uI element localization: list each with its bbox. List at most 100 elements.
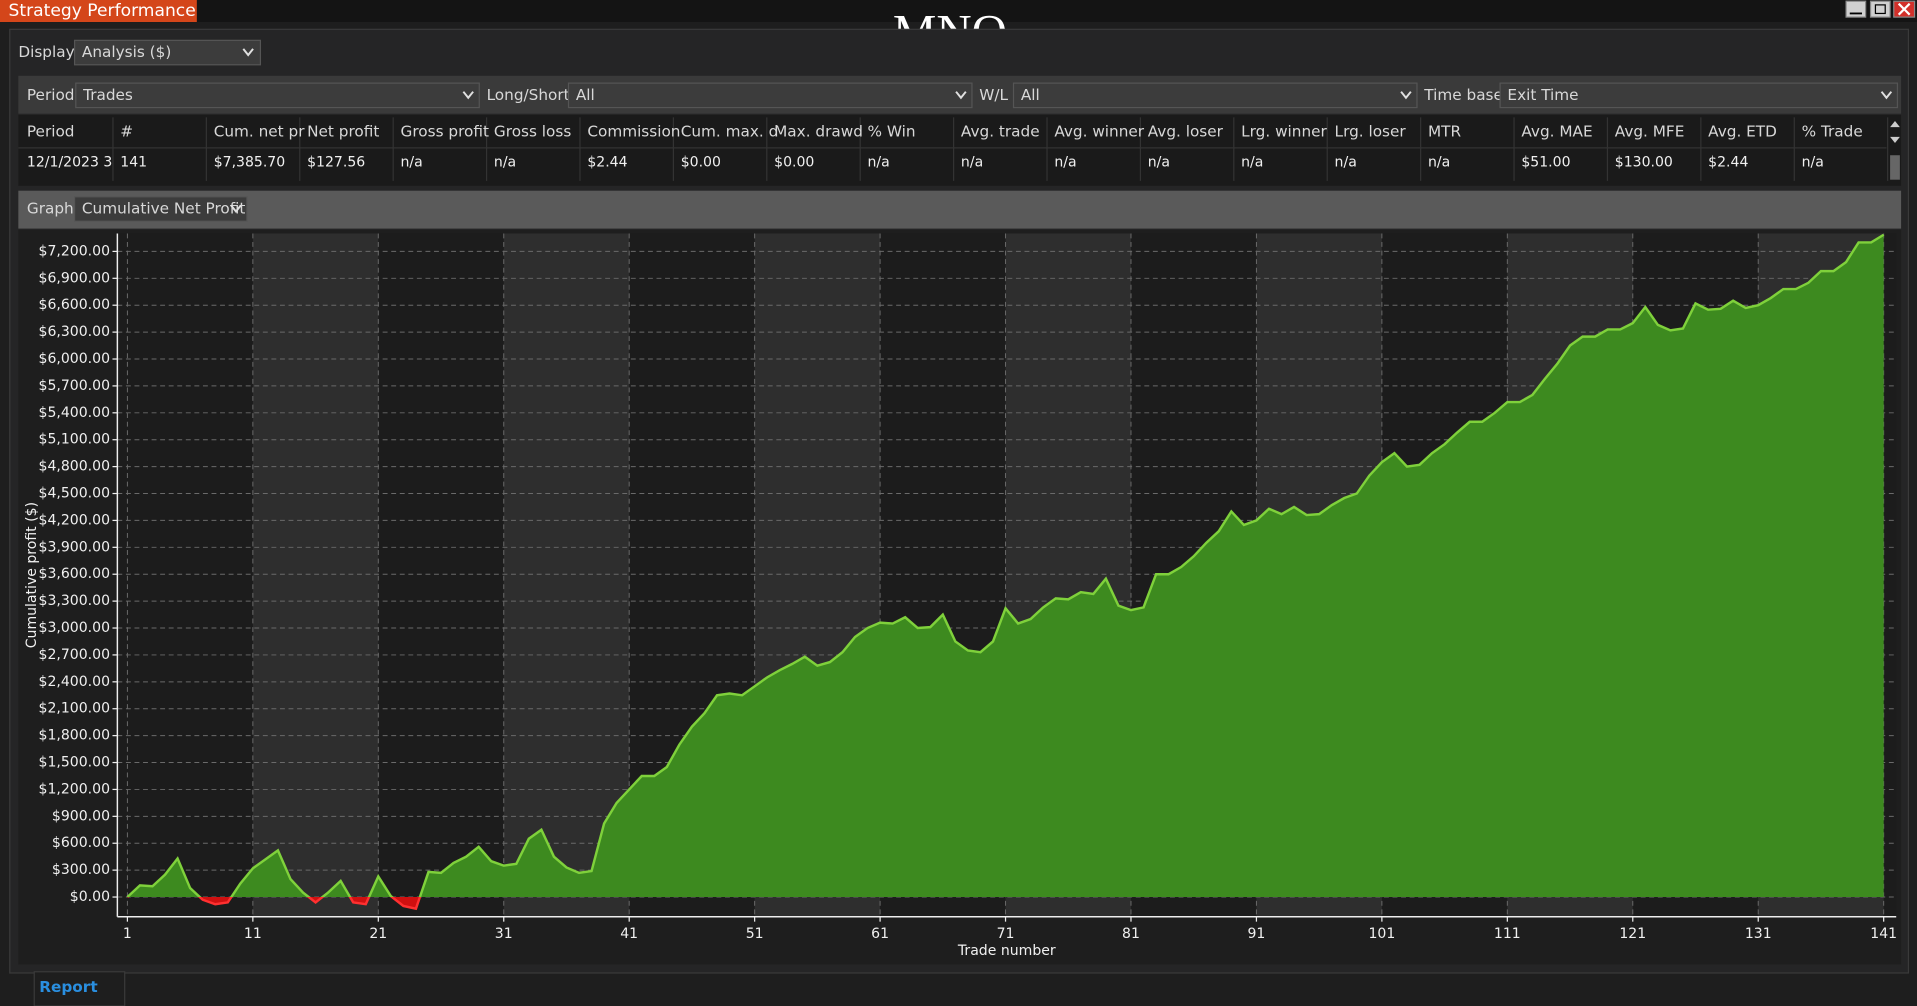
dropdown-box[interactable]	[1499, 82, 1899, 109]
y-tick-label: $6,900.00	[39, 270, 111, 286]
y-tick-label: $1,500.00	[39, 755, 111, 771]
y-tick-label: $1,800.00	[39, 728, 111, 744]
table-cell: $0.00	[681, 155, 721, 171]
y-axis-label: Cumulative profit ($)	[24, 502, 40, 648]
y-tick-label: $7,200.00	[39, 243, 111, 259]
graph-dropdown[interactable]: Cumulative Net Profit	[73, 196, 248, 222]
graph-label: Graph	[27, 200, 74, 218]
column-header: Avg. MFE	[1615, 123, 1685, 141]
icon	[1897, 2, 1911, 16]
dropdown-box[interactable]	[1012, 82, 1418, 109]
x-tick-label: 61	[871, 926, 889, 942]
table	[18, 114, 1902, 186]
filters: Period Trades Long/Short All W/L All Time base…	[27, 82, 1899, 109]
dropdown-box[interactable]	[567, 82, 973, 109]
x-tick-label: 91	[1247, 926, 1265, 942]
x-tick-label: 41	[620, 926, 638, 942]
minimize-button[interactable]	[1845, 0, 1867, 18]
icon	[1874, 4, 1886, 15]
window-buttons	[1845, 0, 1916, 18]
column-header: MTR	[1428, 123, 1461, 141]
x-axis-label: Trade number	[957, 943, 1056, 959]
y-tick-label: $2,700.00	[39, 647, 111, 663]
y-tick-label: $6,300.00	[39, 324, 111, 340]
filter-label: Period	[27, 86, 75, 104]
column-header: Avg. trade	[961, 123, 1040, 141]
x-tick-label: 11	[244, 926, 262, 942]
table-cell: n/a	[868, 155, 890, 171]
column-header: Net profit	[307, 123, 379, 141]
table-cell: n/a	[1054, 155, 1076, 171]
column-header: Avg. loser	[1148, 123, 1224, 141]
x-tick-label: 121	[1619, 926, 1646, 942]
table-cell: n/a	[494, 155, 516, 171]
dropdown-value: All	[576, 86, 595, 104]
y-tick-label: $2,100.00	[39, 701, 111, 717]
scroll-arrows[interactable]	[1890, 121, 1900, 144]
display-dropdown[interactable]: Analysis ($)	[73, 39, 262, 66]
y-tick-label: $6,600.00	[39, 297, 111, 313]
table-cell: n/a	[401, 155, 423, 171]
chevron	[1880, 91, 1893, 100]
dropdown-box[interactable]	[75, 82, 480, 109]
column-header: Avg. MAE	[1521, 123, 1592, 141]
y-tick-label: $3,000.00	[39, 620, 111, 636]
column-header: Period	[27, 123, 75, 141]
dropdown-box[interactable]	[73, 39, 262, 66]
dropdown-value: Analysis ($)	[82, 43, 171, 61]
tab[interactable]	[33, 971, 126, 1006]
chart: $0.00 $300.00 $600.00 $900.00 $1,200.00 $1,50…	[24, 233, 1897, 959]
x-tick-label: 51	[746, 926, 764, 942]
area	[127, 234, 1884, 898]
table-cell: 12/1/2023 3	[27, 155, 112, 171]
y-tick-label: $3,600.00	[39, 566, 111, 582]
chevron	[230, 204, 242, 214]
table-cell: n/a	[1802, 155, 1824, 171]
dropdown-value: Trades	[82, 86, 133, 104]
x-tick-label: 101	[1368, 926, 1395, 942]
y-tick-label: $4,200.00	[39, 512, 111, 528]
column-header: #	[120, 123, 133, 141]
table-cell: $2.44	[1708, 155, 1748, 171]
y-tick-label: $5,700.00	[39, 378, 111, 394]
x-tick-label: 71	[997, 926, 1015, 942]
table-cell: n/a	[961, 155, 983, 171]
y-tick-label: $2,400.00	[39, 674, 111, 690]
y-tick-label: $900.00	[52, 808, 110, 824]
column-header: Lrg. loser	[1335, 123, 1407, 141]
filter-label: Long/Short	[487, 86, 570, 104]
y-tick-label: $6,000.00	[39, 351, 111, 367]
dropdown-value: Cumulative Net Profit	[82, 200, 245, 218]
title-tab	[0, 0, 197, 23]
table-cell: $51.00	[1521, 155, 1570, 171]
y-tick-label: $1,200.00	[39, 781, 111, 797]
chevron	[462, 91, 474, 100]
dropdown-box[interactable]	[73, 196, 248, 222]
table-cell: n/a	[1428, 155, 1450, 171]
y-tick-label: $4,500.00	[39, 486, 111, 502]
scrollbar-thumb[interactable]	[1890, 155, 1900, 180]
x-tick-label: 131	[1745, 926, 1772, 942]
x-tick-label: 111	[1494, 926, 1521, 942]
line	[126, 233, 1885, 898]
chevron	[242, 48, 254, 57]
y-tick-label: $3,900.00	[39, 539, 111, 555]
table-cell: $127.56	[307, 155, 365, 171]
tab-label[interactable]: Report	[39, 978, 97, 996]
column-header: Cum. max. d	[681, 123, 779, 141]
y-tick-label: $5,400.00	[39, 405, 111, 421]
column-header: Max. drawd	[774, 123, 863, 141]
column-header: % Trade	[1802, 123, 1863, 141]
column-header: Commission	[587, 123, 680, 141]
table-cell: n/a	[1335, 155, 1357, 171]
y-tick-label: $5,100.00	[39, 432, 111, 448]
stats-table: Period # Cum. net pr Net profit Gross profit…	[18, 117, 1889, 181]
column-header: Cum. net pr	[214, 123, 306, 141]
table-cell: n/a	[1241, 155, 1263, 171]
column-header: Avg. ETD	[1708, 123, 1777, 141]
table-cell: $7,385.70	[214, 155, 286, 171]
restore-button[interactable]	[1869, 0, 1891, 18]
column-header: % Win	[868, 123, 916, 141]
column-header: Gross loss	[494, 123, 571, 141]
